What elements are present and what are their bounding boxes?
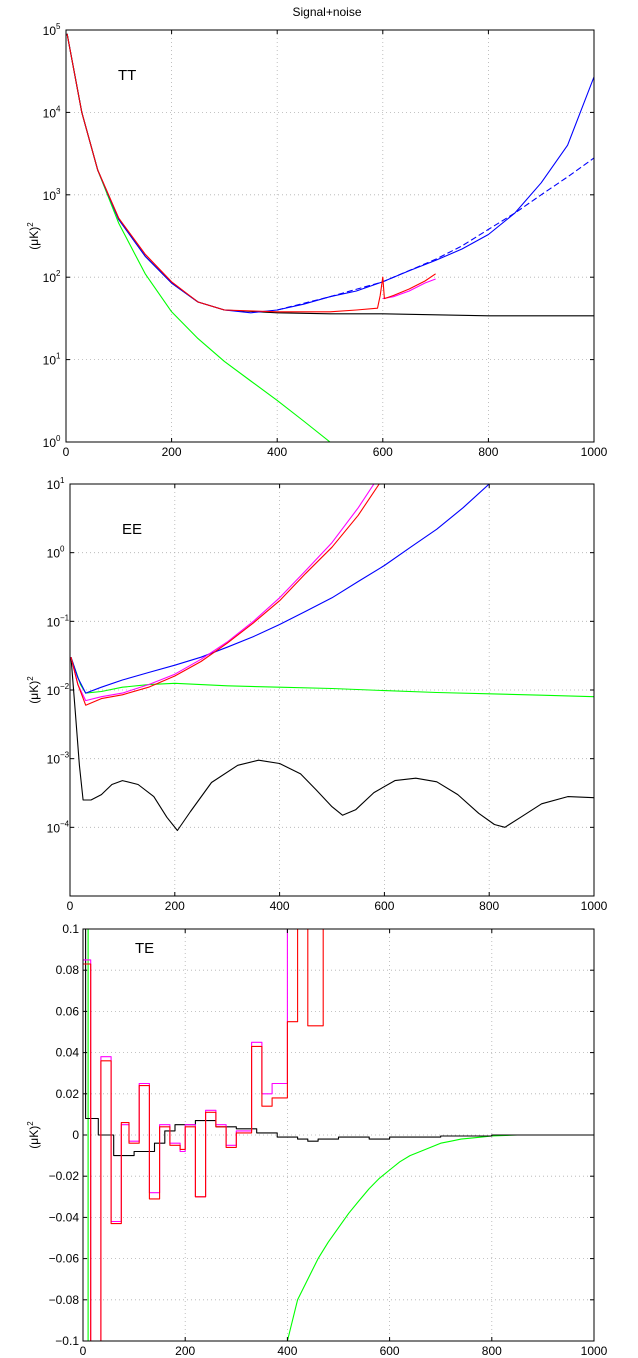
y-tick-label-base: 10 (43, 354, 57, 368)
x-tick-label: 800 (478, 445, 498, 459)
y-axis-label-sup: 2 (26, 1121, 35, 1126)
y-tick-label-base: 10 (43, 271, 57, 285)
y-axis-label-text: (μK) (27, 681, 41, 704)
y-axis-label: (μK)2 (26, 1121, 41, 1149)
y-tick-label-base: 10 (47, 821, 61, 835)
x-tick-label: 200 (165, 899, 185, 913)
y-axis-label-sup: 2 (26, 676, 35, 681)
panel-label: EE (122, 521, 142, 538)
y-tick-label-exp: −4 (60, 819, 70, 828)
y-tick-label-base: 10 (43, 189, 57, 203)
y-tick-label-base: 10 (47, 753, 61, 767)
y-tick-label-exp: 4 (56, 104, 61, 113)
x-tick-label: 800 (482, 1344, 502, 1358)
x-tick-label: 0 (67, 899, 74, 913)
series-line-0 (70, 657, 594, 832)
y-tick-label: 0.1 (62, 922, 79, 936)
y-tick-label: −0.1 (55, 1334, 79, 1348)
y-tick-label-exp: 1 (60, 476, 65, 485)
x-tick-label: 1000 (581, 899, 608, 913)
series-group (83, 929, 594, 1341)
series-line-4 (382, 278, 436, 300)
y-tick-label-exp: 2 (56, 269, 61, 278)
series-line-2 (83, 929, 298, 1341)
y-tick-label-exp: 0 (56, 434, 61, 443)
x-tick-label: 600 (380, 1344, 400, 1358)
y-tick-label-exp: −1 (60, 613, 70, 622)
y-tick-label-base: 10 (47, 547, 61, 561)
y-tick-label-exp: −2 (60, 682, 70, 691)
grid (70, 484, 594, 896)
y-tick-label: 0.06 (56, 1004, 80, 1018)
y-axis-label: (μK)2 (26, 676, 41, 704)
series-line-2 (277, 157, 594, 311)
series-line-3 (66, 33, 594, 314)
axes-box (65, 29, 595, 443)
x-tick-label: 200 (175, 1344, 195, 1358)
y-tick-label: −0.06 (49, 1252, 80, 1266)
y-tick-label: −0.04 (49, 1210, 80, 1224)
y-tick-label-base: 10 (43, 24, 57, 38)
plot-area (66, 30, 594, 442)
series-group (66, 33, 594, 442)
y-tick-label-base: 10 (47, 478, 61, 492)
y-axis-label: (μK)2 (26, 222, 41, 250)
series-line-3 (83, 929, 329, 1341)
y-tick-label: 0.08 (56, 963, 80, 977)
x-tick-label: 0 (80, 1344, 87, 1358)
y-axis-label-text: (μK) (27, 1126, 41, 1149)
x-tick-label: 400 (267, 445, 287, 459)
x-tick-label: 0 (63, 445, 70, 459)
panel-label: TE (135, 940, 154, 957)
x-tick-label: 400 (270, 899, 290, 913)
y-axis-label-sup: 2 (26, 222, 35, 227)
y-tick-label-base: 10 (47, 615, 61, 629)
y-tick-label: 0 (72, 1128, 79, 1142)
series-group (70, 484, 594, 832)
figure-title: Signal+noise (292, 5, 361, 19)
plot-area (70, 484, 594, 896)
grid (66, 30, 594, 442)
panel-te: 0 200 400 600 800 10000.10.080.060.040.020−0.… (26, 922, 608, 1358)
x-tick-label: 200 (162, 445, 182, 459)
series-line-0 (83, 929, 594, 1341)
y-tick-label-exp: 3 (56, 187, 61, 196)
series-line-3 (70, 484, 375, 702)
y-tick-label-base: 10 (43, 106, 57, 120)
series-line-2 (70, 484, 490, 694)
series-line-5 (66, 33, 436, 313)
x-tick-label: 1000 (581, 1344, 608, 1358)
y-tick-label: −0.02 (49, 1169, 80, 1183)
x-tick-label: 400 (277, 1344, 297, 1358)
y-tick-label-base: 10 (47, 684, 61, 698)
x-tick-label: 800 (479, 899, 499, 913)
y-tick-label: 0.04 (56, 1046, 80, 1060)
y-tick-label-exp: −3 (60, 751, 70, 760)
y-axis-label-text: (μK) (27, 227, 41, 250)
y-tick-label: 0.02 (56, 1087, 80, 1101)
series-line-1 (83, 929, 594, 1157)
y-tick-label-exp: 1 (56, 352, 61, 361)
panel-label: TT (118, 67, 136, 84)
y-tick-label-base: 10 (43, 436, 57, 450)
y-tick-label-exp: 5 (56, 22, 61, 31)
x-tick-label: 1000 (581, 445, 608, 459)
series-line-4 (70, 484, 380, 706)
y-tick-label: −0.08 (49, 1293, 80, 1307)
x-tick-label: 600 (374, 899, 394, 913)
y-tick-label-exp: 0 (60, 545, 65, 554)
x-tick-label: 600 (373, 445, 393, 459)
